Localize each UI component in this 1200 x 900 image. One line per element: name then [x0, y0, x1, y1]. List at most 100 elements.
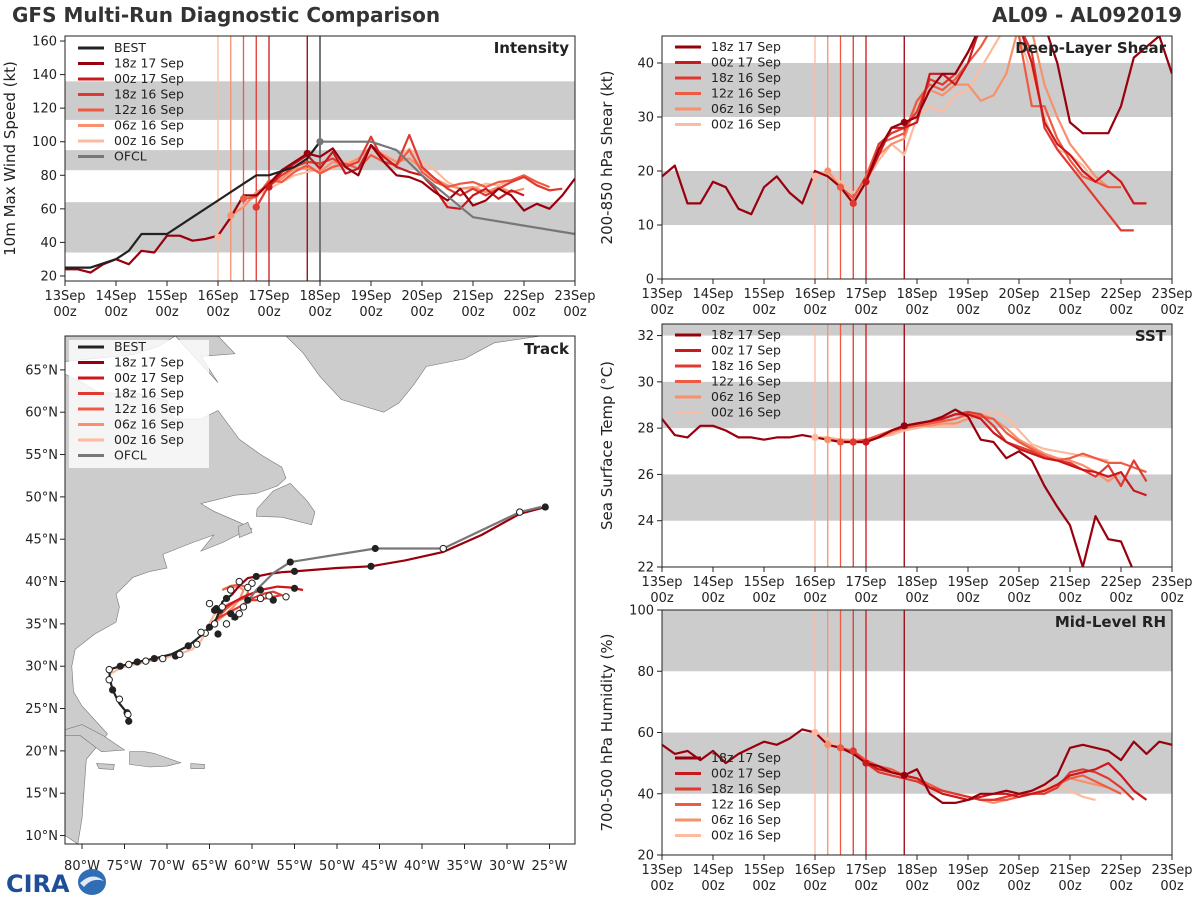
init-marker	[849, 747, 857, 755]
track-point-filled	[133, 658, 141, 666]
init-marker	[836, 744, 845, 752]
legend-label: 18z 16 Sep	[711, 70, 781, 85]
x-tick-label-hour: 00z	[1058, 879, 1082, 894]
x-tick-label: 20Sep	[998, 863, 1039, 878]
track-point-filled	[150, 654, 158, 663]
map-frame	[64, 335, 576, 845]
init-marker	[811, 433, 819, 441]
track-point-filled	[214, 630, 222, 638]
lon-tick-label: 25°W	[532, 859, 568, 874]
x-tick-label: 22Sep	[1100, 575, 1141, 590]
band	[662, 381, 1172, 429]
track-point-open	[235, 577, 243, 586]
band	[662, 63, 1172, 117]
x-tick-label-hour: 00z	[854, 591, 878, 606]
x-tick-label-hour: 00z	[1109, 879, 1133, 894]
x-tick-label: 21Sep	[1049, 287, 1090, 302]
x-tick-label-hour: 00z	[104, 305, 128, 320]
init-marker	[824, 436, 832, 444]
init-marker	[811, 172, 819, 180]
y-tick-label: 40	[637, 787, 654, 802]
legend-label: 00z 16 Sep	[114, 432, 184, 447]
x-tick-label: 19Sep	[947, 863, 988, 878]
series-line	[65, 141, 321, 269]
lat-tick-label: 15°N	[25, 787, 58, 802]
init-marker	[900, 422, 908, 430]
legend-label: 06z 16 Sep	[711, 812, 781, 827]
x-tick-label-hour: 00z	[461, 305, 485, 320]
y-tick-label: 22	[637, 561, 654, 576]
x-tick-label-hour: 00z	[1160, 879, 1184, 894]
x-tick-label: 20Sep	[998, 575, 1039, 590]
series-line	[268, 144, 525, 210]
cira-logo-text: CIRA	[6, 870, 70, 898]
y-tick-label: 28	[637, 422, 654, 437]
init-marker	[900, 771, 908, 779]
lat-tick-label: 35°N	[25, 617, 58, 632]
track-point-open	[282, 593, 290, 601]
globe-icon	[78, 869, 106, 895]
init-marker	[836, 183, 845, 191]
legend-label: OFCL	[114, 448, 147, 463]
chart-intensity: 2040608010012014016013Sep00z14Sep00z15Se…	[1, 35, 596, 320]
x-tick-label: 17Sep	[845, 287, 886, 302]
x-tick-label: 23Sep	[554, 289, 595, 304]
y-tick-label: 80	[40, 169, 57, 184]
lat-tick-label: 30°N	[25, 660, 58, 675]
x-tick-label-hour: 00z	[701, 879, 725, 894]
x-tick-label-hour: 00z	[752, 591, 776, 606]
track-point-filled	[125, 717, 133, 725]
init-marker	[239, 195, 248, 203]
track-point-open	[516, 508, 524, 516]
legend-label: 00z 17 Sep	[711, 343, 781, 358]
plot-area	[662, 610, 1172, 855]
x-tick-label: 19Sep	[947, 287, 988, 302]
x-tick-label-hour: 00z	[563, 305, 587, 320]
x-tick-label: 21Sep	[1049, 863, 1090, 878]
track-point-filled	[290, 567, 299, 575]
lat-tick-label: 50°N	[25, 490, 58, 505]
lat-tick-label: 65°N	[25, 363, 58, 378]
x-tick-label-hour: 00z	[650, 303, 674, 318]
x-tick-label: 13Sep	[641, 287, 682, 302]
init-marker	[862, 438, 870, 446]
lon-tick-label: 65°W	[192, 859, 228, 874]
x-tick-label-hour: 00z	[1160, 303, 1184, 318]
track-point-filled	[116, 662, 124, 670]
plot-area	[662, 324, 1172, 567]
track-line	[230, 505, 546, 596]
track-point-filled	[109, 686, 117, 694]
x-tick-label-hour: 00z	[752, 303, 776, 318]
series-line	[852, 36, 1134, 232]
series-line	[255, 133, 563, 208]
legend-label: 00z 17 Sep	[114, 71, 184, 86]
cira-logo: CIRA	[6, 869, 106, 898]
x-tick-label-hour: 00z	[1007, 879, 1031, 894]
chart-title: Intensity	[494, 39, 570, 57]
x-tick-label: 14Sep	[692, 863, 733, 878]
x-tick-label: 15Sep	[743, 287, 784, 302]
x-tick-label-hour: 00z	[803, 303, 827, 318]
track-point-filled	[367, 562, 375, 570]
series-line	[65, 144, 575, 274]
track-point-filled	[244, 596, 252, 604]
x-tick-label-hour: 00z	[1007, 591, 1031, 606]
track-point-open	[210, 620, 219, 628]
y-tick-label: 32	[637, 329, 654, 344]
y-tick-label: 20	[40, 269, 57, 284]
lat-tick-label: 40°N	[25, 575, 58, 590]
legend-label: 12z 16 Sep	[114, 401, 184, 416]
land-mass	[190, 763, 205, 769]
y-tick-label: 20	[637, 849, 654, 864]
chart-title: SST	[1135, 327, 1167, 345]
land-mass	[129, 751, 182, 768]
band	[662, 474, 1172, 521]
chart-title: Deep-Layer Shear	[1015, 39, 1166, 57]
x-tick-label: 23Sep	[1151, 287, 1192, 302]
x-tick-label-hour: 00z	[410, 305, 434, 320]
x-tick-label: 20Sep	[998, 287, 1039, 302]
lon-tick-label: 70°W	[149, 859, 185, 874]
track-point-filled	[252, 572, 260, 581]
